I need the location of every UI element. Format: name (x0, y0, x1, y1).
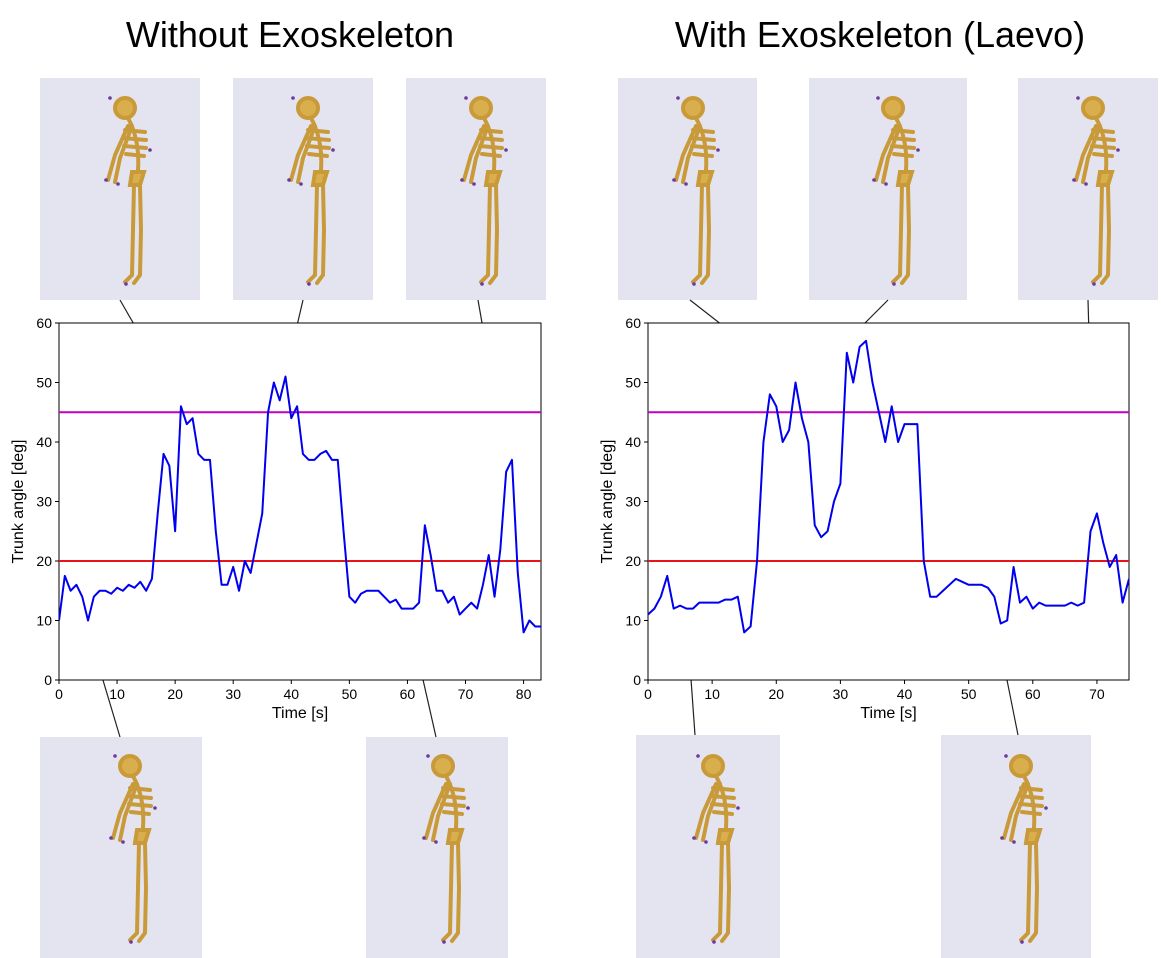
x-tick-label: 60 (1025, 686, 1041, 702)
x-tick-label: 80 (516, 686, 532, 702)
x-tick-label: 10 (704, 686, 720, 702)
x-tick-label: 0 (644, 686, 652, 702)
x-tick-label: 60 (400, 686, 416, 702)
y-tick-label: 0 (44, 672, 52, 688)
data-line (59, 375, 541, 634)
y-tick-label: 10 (625, 613, 641, 629)
x-tick-label: 70 (458, 686, 474, 702)
y-axis-label: Trunk angle [deg] (599, 440, 616, 564)
x-tick-label: 10 (109, 686, 125, 702)
x-tick-label: 20 (768, 686, 784, 702)
skeleton-panels (40, 78, 1158, 958)
y-tick-label: 20 (625, 553, 641, 569)
y-tick-label: 0 (633, 672, 641, 688)
x-tick-label: 30 (225, 686, 241, 702)
y-tick-label: 40 (36, 434, 52, 450)
x-tick-label: 70 (1089, 686, 1105, 702)
y-tick-label: 20 (36, 553, 52, 569)
x-tick-label: 40 (284, 686, 300, 702)
chart: Without Exoskeleton 0 10 20 30 40 50 60 70 80 0 10 2… (10, 14, 542, 722)
x-axis-label: Time [s] (860, 705, 916, 722)
y-tick-label: 50 (625, 375, 641, 391)
x-axis-label: Time [s] (272, 705, 328, 722)
y-tick-label: 50 (36, 375, 52, 391)
chart-title: With Exoskeleton (Laevo) (675, 14, 1085, 55)
chart: With Exoskeleton (Laevo) 0 10 20 30 40 50 60 70 0… (599, 14, 1130, 722)
x-tick-label: 50 (961, 686, 977, 702)
x-tick-label: 20 (167, 686, 183, 702)
chart-title: Without Exoskeleton (126, 14, 454, 55)
y-tick-label: 30 (36, 494, 52, 510)
y-tick-label: 30 (625, 494, 641, 510)
data-line (648, 339, 1129, 634)
y-tick-label: 60 (36, 315, 52, 331)
x-tick-label: 40 (897, 686, 913, 702)
x-tick-label: 30 (833, 686, 849, 702)
y-axis-label: Trunk angle [deg] (10, 440, 27, 564)
y-tick-label: 40 (625, 434, 641, 450)
y-tick-label: 10 (36, 613, 52, 629)
x-tick-label: 50 (342, 686, 358, 702)
y-tick-label: 60 (625, 315, 641, 331)
x-tick-label: 0 (55, 686, 63, 702)
plot-area (647, 322, 1130, 681)
plot-area (58, 322, 542, 681)
